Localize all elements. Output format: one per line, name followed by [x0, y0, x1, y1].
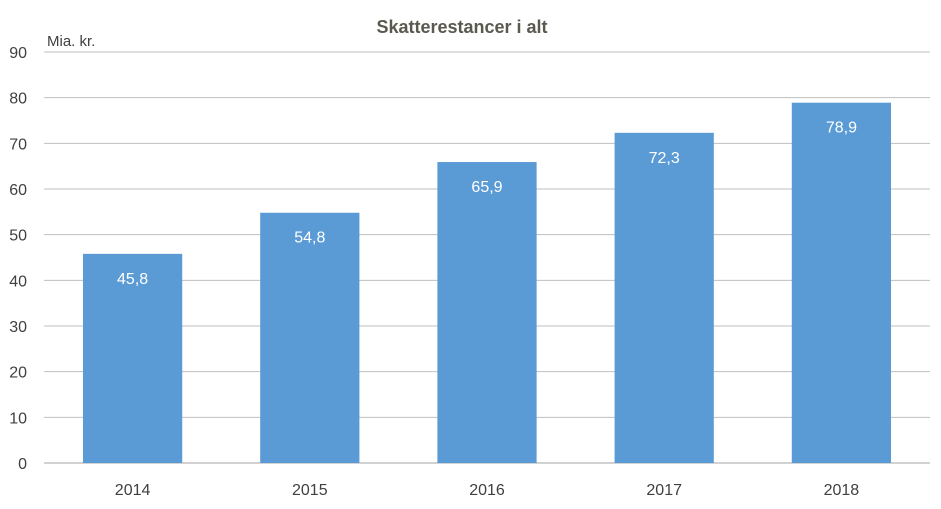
y-tick-label: 10: [9, 410, 27, 427]
y-tick-label: 90: [9, 45, 27, 62]
y-tick-label: 40: [9, 273, 27, 290]
x-tick-label: 2017: [646, 482, 682, 499]
y-tick-label: 30: [9, 319, 27, 336]
bar: [82, 253, 183, 463]
bar: [614, 132, 714, 463]
data-label: 72,3: [649, 150, 680, 167]
x-tick-label: 2014: [115, 482, 151, 499]
x-tick-label: 2016: [469, 482, 505, 499]
y-tick-label: 70: [9, 136, 27, 153]
data-label: 78,9: [826, 120, 857, 137]
bars: [82, 102, 892, 463]
x-tick-label: 2018: [824, 482, 860, 499]
x-axis-ticks: 2014 2015 2016 2017 2018: [115, 482, 859, 499]
bar: [791, 102, 892, 463]
data-label: 54,8: [294, 230, 325, 247]
y-tick-label: 50: [9, 228, 27, 245]
data-label: 65,9: [471, 179, 502, 196]
data-labels: 45,8 54,8 65,9 72,3 78,9: [117, 120, 857, 288]
y-axis-ticks: 0 10 20 30 40 50 60 70 80 90: [9, 45, 27, 473]
data-label: 45,8: [117, 271, 148, 288]
chart-title: Skatterestancer i alt: [376, 17, 547, 37]
y-tick-label: 20: [9, 365, 27, 382]
x-tick-label: 2015: [292, 482, 328, 499]
y-tick-label: 60: [9, 182, 27, 199]
unit-label: Mia. kr.: [47, 33, 95, 50]
bar: [437, 162, 537, 463]
bar: [260, 212, 360, 463]
y-tick-label: 0: [18, 456, 27, 473]
y-tick-label: 80: [9, 91, 27, 108]
